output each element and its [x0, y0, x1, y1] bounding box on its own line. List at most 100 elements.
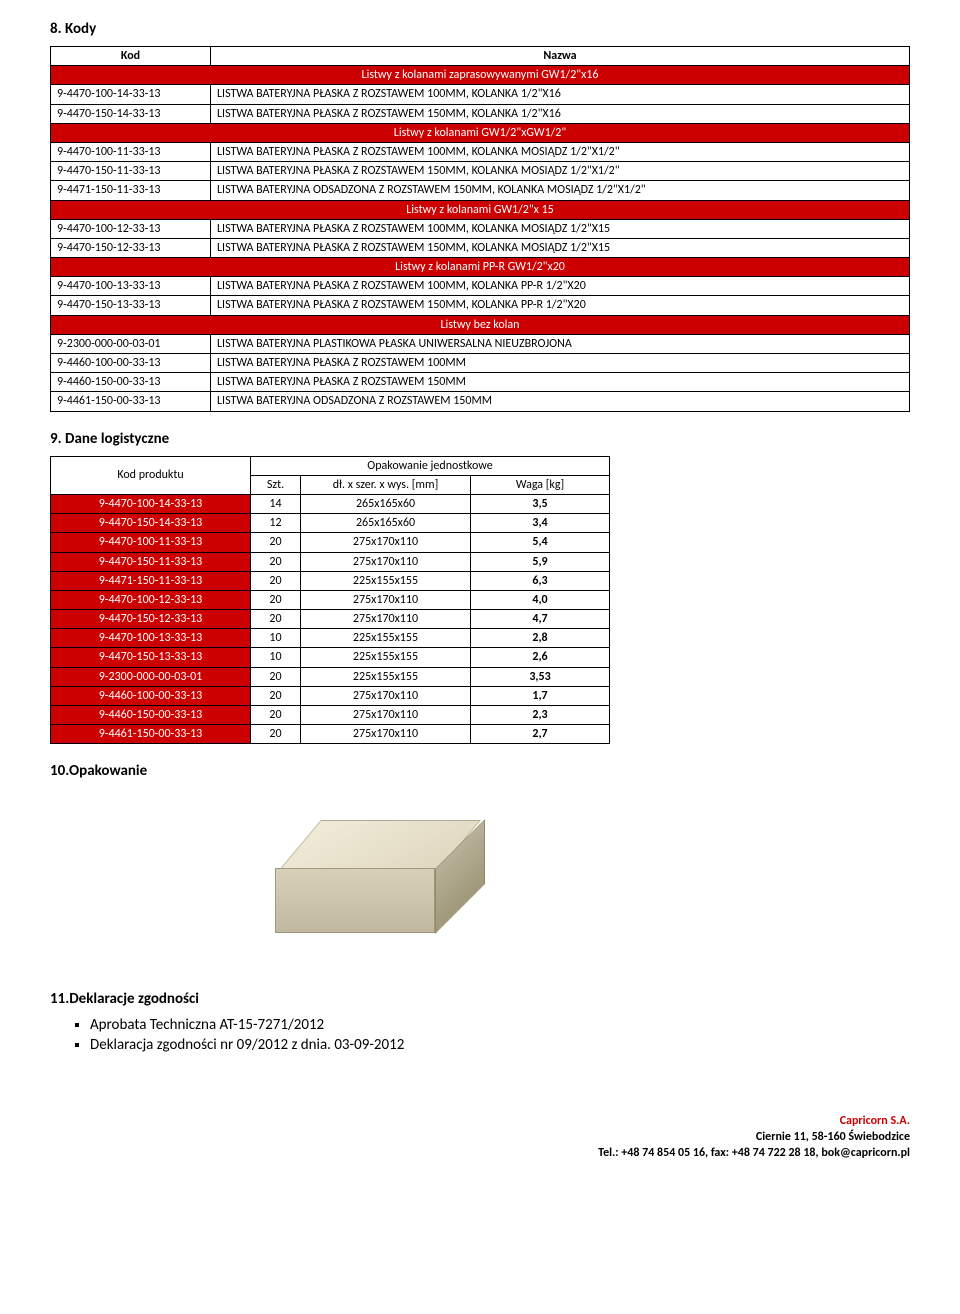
kody-group-row: Listwy z kolanami GW1/2"xGW1/2"	[51, 123, 910, 142]
table-row: 9-4471-150-11-33-13LISTWA BATERYJNA ODSA…	[51, 181, 910, 200]
log-cell-kod: 9-4470-150-13-33-13	[51, 648, 251, 667]
kody-cell-kod: 9-4470-150-11-33-13	[51, 162, 211, 181]
kody-cell-nazwa: LISTWA BATERYJNA ODSADZONA Z ROZSTAWEM 1…	[211, 392, 910, 411]
log-cell-kod: 9-4470-100-12-33-13	[51, 590, 251, 609]
log-cell-dim: 265x165x60	[301, 494, 471, 513]
log-header-waga: Waga [kg]	[471, 475, 610, 494]
log-header-kod: Kod produktu	[51, 456, 251, 494]
log-header-opak: Opakowanie jednostkowe	[251, 456, 610, 475]
log-cell-waga: 6,3	[471, 571, 610, 590]
section-dekl: 11.Deklaracje zgodności Aprobata Technic…	[50, 990, 910, 1054]
log-cell-szt: 20	[251, 667, 301, 686]
table-row: Listwy bez kolan	[51, 315, 910, 334]
kody-group-row: Listwy z kolanami PP-R GW1/2"x20	[51, 258, 910, 277]
log-cell-waga: 2,7	[471, 725, 610, 744]
log-cell-szt: 14	[251, 494, 301, 513]
table-row: 9-4470-150-13-33-13LISTWA BATERYJNA PŁAS…	[51, 296, 910, 315]
log-cell-waga: 3,4	[471, 514, 610, 533]
log-cell-kod: 9-4470-100-13-33-13	[51, 629, 251, 648]
package-image	[230, 790, 480, 960]
log-cell-waga: 2,8	[471, 629, 610, 648]
log-cell-waga: 4,7	[471, 610, 610, 629]
log-table: Kod produktu Opakowanie jednostkowe Szt.…	[50, 456, 610, 745]
table-row: 9-4470-150-11-33-1320275x170x1105,9	[51, 552, 610, 571]
kody-cell-kod: 9-4471-150-11-33-13	[51, 181, 211, 200]
kody-cell-nazwa: LISTWA BATERYJNA PŁASKA Z ROZSTAWEM 100M…	[211, 277, 910, 296]
log-cell-szt: 10	[251, 629, 301, 648]
log-cell-kod: 9-4470-150-11-33-13	[51, 552, 251, 571]
log-cell-kod: 9-4461-150-00-33-13	[51, 725, 251, 744]
section-opak: 10.Opakowanie	[50, 762, 910, 960]
kody-cell-nazwa: LISTWA BATERYJNA PŁASKA Z ROZSTAWEM 150M…	[211, 296, 910, 315]
log-cell-dim: 275x170x110	[301, 590, 471, 609]
section-dane: 9. Dane logistyczne Kod produktu Opakowa…	[50, 430, 910, 745]
log-cell-szt: 20	[251, 552, 301, 571]
log-cell-dim: 275x170x110	[301, 686, 471, 705]
log-cell-waga: 3,5	[471, 494, 610, 513]
log-cell-dim: 275x170x110	[301, 533, 471, 552]
log-header-dim: dł. x szer. x wys. [mm]	[301, 475, 471, 494]
declaration-item: Aprobata Techniczna AT-15-7271/2012	[90, 1016, 910, 1034]
kody-cell-nazwa: LISTWA BATERYJNA PŁASKA Z ROZSTAWEM 150M…	[211, 373, 910, 392]
section-opak-title: 10.Opakowanie	[50, 762, 910, 780]
kody-cell-kod: 9-4470-100-11-33-13	[51, 142, 211, 161]
kody-table: Kod Nazwa Listwy z kolanami zaprasowywan…	[50, 46, 910, 412]
log-cell-dim: 225x155x155	[301, 648, 471, 667]
log-cell-waga: 3,53	[471, 667, 610, 686]
log-cell-kod: 9-4460-100-00-33-13	[51, 686, 251, 705]
log-cell-dim: 275x170x110	[301, 610, 471, 629]
log-header-szt: Szt.	[251, 475, 301, 494]
log-cell-waga: 5,9	[471, 552, 610, 571]
kody-cell-kod: 9-4460-150-00-33-13	[51, 373, 211, 392]
section-kody-title: 8. Kody	[50, 20, 910, 38]
table-row: Listwy z kolanami PP-R GW1/2"x20	[51, 258, 910, 277]
log-cell-dim: 275x170x110	[301, 706, 471, 725]
table-row: 9-4470-100-12-33-13LISTWA BATERYJNA PŁAS…	[51, 219, 910, 238]
log-cell-kod: 9-4471-150-11-33-13	[51, 571, 251, 590]
table-row: 9-4460-100-00-33-13LISTWA BATERYJNA PŁAS…	[51, 354, 910, 373]
table-row: 9-4470-100-14-33-1314265x165x603,5	[51, 494, 610, 513]
log-cell-waga: 4,0	[471, 590, 610, 609]
declarations-list: Aprobata Techniczna AT-15-7271/2012Dekla…	[90, 1016, 910, 1054]
table-row: 9-4461-150-00-33-13LISTWA BATERYJNA ODSA…	[51, 392, 910, 411]
kody-group-row: Listwy bez kolan	[51, 315, 910, 334]
kody-cell-kod: 9-4470-150-14-33-13	[51, 104, 211, 123]
log-cell-szt: 20	[251, 706, 301, 725]
table-row: 9-4470-100-11-33-1320275x170x1105,4	[51, 533, 610, 552]
kody-cell-nazwa: LISTWA BATERYJNA ODSADZONA Z ROZSTAWEM 1…	[211, 181, 910, 200]
kody-header-kod: Kod	[51, 47, 211, 66]
log-cell-szt: 20	[251, 610, 301, 629]
log-cell-dim: 275x170x110	[301, 552, 471, 571]
table-row: 9-4460-150-00-33-1320275x170x1102,3	[51, 706, 610, 725]
footer-addr: Ciernie 11, 58-160 Świebodzice	[50, 1130, 910, 1146]
table-row: 9-4460-100-00-33-1320275x170x1101,7	[51, 686, 610, 705]
kody-cell-nazwa: LISTWA BATERYJNA PŁASKA Z ROZSTAWEM 150M…	[211, 162, 910, 181]
table-row: 9-4470-150-11-33-13LISTWA BATERYJNA PŁAS…	[51, 162, 910, 181]
table-row: 9-4470-100-14-33-13LISTWA BATERYJNA PŁAS…	[51, 85, 910, 104]
log-cell-szt: 20	[251, 590, 301, 609]
table-row: 9-4470-100-12-33-1320275x170x1104,0	[51, 590, 610, 609]
kody-cell-kod: 9-4470-150-12-33-13	[51, 238, 211, 257]
kody-cell-kod: 9-4470-150-13-33-13	[51, 296, 211, 315]
kody-cell-nazwa: LISTWA BATERYJNA PŁASKA Z ROZSTAWEM 100M…	[211, 142, 910, 161]
kody-header-nazwa: Nazwa	[211, 47, 910, 66]
log-cell-dim: 225x155x155	[301, 571, 471, 590]
log-cell-waga: 1,7	[471, 686, 610, 705]
log-cell-kod: 9-4460-150-00-33-13	[51, 706, 251, 725]
kody-cell-kod: 9-4461-150-00-33-13	[51, 392, 211, 411]
section-dekl-title: 11.Deklaracje zgodności	[50, 990, 910, 1008]
table-row: 9-4470-150-12-33-1320275x170x1104,7	[51, 610, 610, 629]
log-cell-kod: 9-4470-100-14-33-13	[51, 494, 251, 513]
log-cell-waga: 5,4	[471, 533, 610, 552]
kody-cell-kod: 9-4470-100-13-33-13	[51, 277, 211, 296]
log-cell-kod: 9-2300-000-00-03-01	[51, 667, 251, 686]
table-row: 9-4470-100-11-33-13LISTWA BATERYJNA PŁAS…	[51, 142, 910, 161]
log-cell-szt: 20	[251, 571, 301, 590]
table-row: 9-4460-150-00-33-13LISTWA BATERYJNA PŁAS…	[51, 373, 910, 392]
table-row: 9-2300-000-00-03-01LISTWA BATERYJNA PLAS…	[51, 334, 910, 353]
table-row: 9-4470-100-13-33-13LISTWA BATERYJNA PŁAS…	[51, 277, 910, 296]
footer-company: Capricorn S.A.	[50, 1114, 910, 1130]
table-row: 9-2300-000-00-03-0120225x155x1553,53	[51, 667, 610, 686]
table-row: 9-4470-100-13-33-1310225x155x1552,8	[51, 629, 610, 648]
kody-cell-kod: 9-2300-000-00-03-01	[51, 334, 211, 353]
